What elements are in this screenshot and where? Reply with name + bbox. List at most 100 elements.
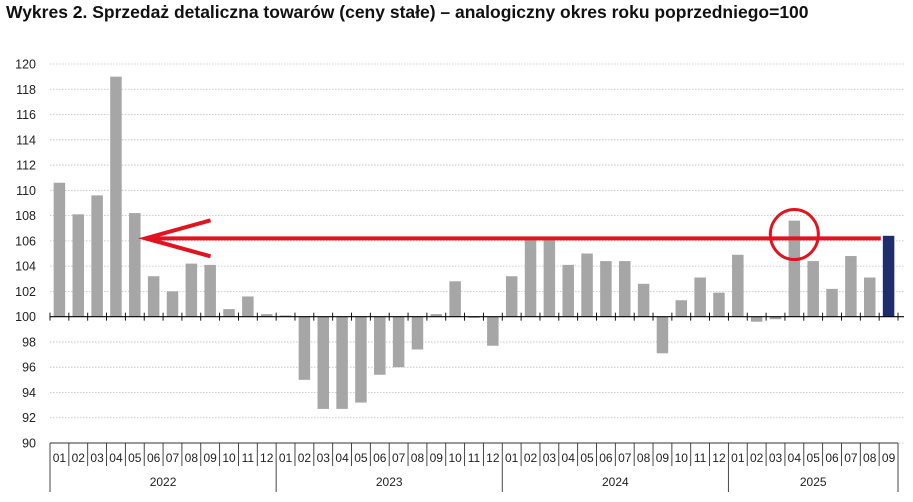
y-tick-label: 102: [15, 285, 36, 299]
bar: [619, 261, 631, 317]
bar: [487, 316, 499, 346]
month-label: 07: [166, 451, 180, 465]
bar: [769, 316, 782, 320]
month-label: 08: [863, 451, 877, 465]
month-label: 07: [392, 451, 406, 465]
bar: [543, 239, 556, 317]
highlight-circle: [768, 208, 820, 262]
month-label: 11: [694, 451, 707, 465]
bar: [694, 277, 706, 317]
month-label: 02: [72, 451, 86, 465]
bar: [826, 288, 838, 317]
y-tick-label: 112: [16, 159, 36, 173]
bar: [845, 256, 857, 317]
bar: [449, 281, 461, 317]
bar: [147, 276, 160, 317]
bar: [298, 316, 311, 380]
bar: [675, 300, 688, 317]
month-label: 04: [562, 451, 576, 465]
bar: [411, 316, 424, 350]
y-tick-label: 100: [15, 310, 36, 324]
y-tick-label: 92: [22, 411, 36, 425]
annotations: [138, 208, 881, 262]
month-label: 08: [637, 451, 651, 465]
month-label: 12: [486, 451, 500, 465]
bar: [600, 261, 612, 317]
bar: [129, 213, 141, 317]
bar: [53, 182, 66, 317]
bar: [72, 214, 85, 317]
month-label: 05: [807, 451, 821, 465]
month-label: 05: [354, 451, 368, 465]
month-label: 02: [750, 451, 764, 465]
y-tick-label: 116: [16, 108, 36, 122]
bar: [110, 76, 122, 317]
bar: [788, 220, 801, 317]
month-label: 09: [882, 451, 896, 465]
month-label: 03: [543, 451, 557, 465]
month-label: 07: [618, 451, 632, 465]
y-tick-label: 110: [16, 184, 36, 198]
month-label: 06: [599, 451, 613, 465]
month-label: 08: [185, 451, 199, 465]
bar: [713, 292, 725, 317]
month-label: 04: [788, 451, 802, 465]
month-label: 01: [505, 451, 519, 465]
month-label: 06: [825, 451, 839, 465]
month-label: 09: [203, 451, 217, 465]
month-label: 02: [298, 451, 312, 465]
month-label: 09: [430, 451, 444, 465]
month-label: 05: [128, 451, 142, 465]
bar: [656, 316, 669, 354]
reference-arrow-head: [138, 218, 212, 259]
bar: [166, 291, 179, 317]
bar: [336, 316, 348, 409]
bar: [468, 316, 480, 318]
bar: [863, 277, 876, 317]
month-label: 03: [769, 451, 783, 465]
y-tick-label: 94: [22, 386, 36, 400]
gridlines: [50, 63, 904, 444]
month-label: 03: [317, 451, 331, 465]
year-label: 2023: [376, 475, 403, 489]
month-label: 09: [656, 451, 670, 465]
bar: [732, 254, 744, 317]
bar: [223, 309, 235, 317]
month-label: 01: [279, 451, 293, 465]
month-label: 10: [675, 451, 689, 465]
bar: [355, 316, 367, 403]
month-label: 05: [580, 451, 594, 465]
bar-highlight: [882, 235, 895, 317]
year-label: 2025: [800, 475, 827, 489]
month-label: 06: [147, 451, 161, 465]
month-label: 03: [90, 451, 104, 465]
y-tick-label: 90: [22, 437, 36, 451]
bar: [279, 315, 292, 317]
bar: [562, 264, 574, 317]
month-label: 02: [524, 451, 538, 465]
x-axis: 01 02 03 04 05 06 07 08 09 10 11 12 01 02 03 04 05 06 07 08…: [49, 312, 904, 492]
bar: [392, 316, 405, 368]
bars: [53, 76, 895, 409]
y-tick-label: 118: [16, 83, 36, 97]
month-label: 10: [448, 451, 462, 465]
bar: [91, 195, 103, 317]
y-tick-label: 120: [15, 58, 36, 72]
month-label: 11: [468, 451, 481, 465]
bar: [524, 239, 537, 317]
bar: [750, 316, 763, 322]
bar: [260, 314, 273, 317]
month-label: 10: [222, 451, 236, 465]
y-tick-label: 98: [22, 335, 36, 349]
year-label: 2024: [602, 475, 629, 489]
month-label: 04: [109, 451, 123, 465]
y-tick-label: 96: [22, 361, 36, 375]
y-tick-label: 104: [15, 260, 36, 274]
bar: [242, 296, 254, 317]
bar: [317, 316, 329, 409]
month-label: 06: [373, 451, 387, 465]
y-tick-label: 108: [15, 209, 36, 223]
bar: [185, 263, 198, 317]
